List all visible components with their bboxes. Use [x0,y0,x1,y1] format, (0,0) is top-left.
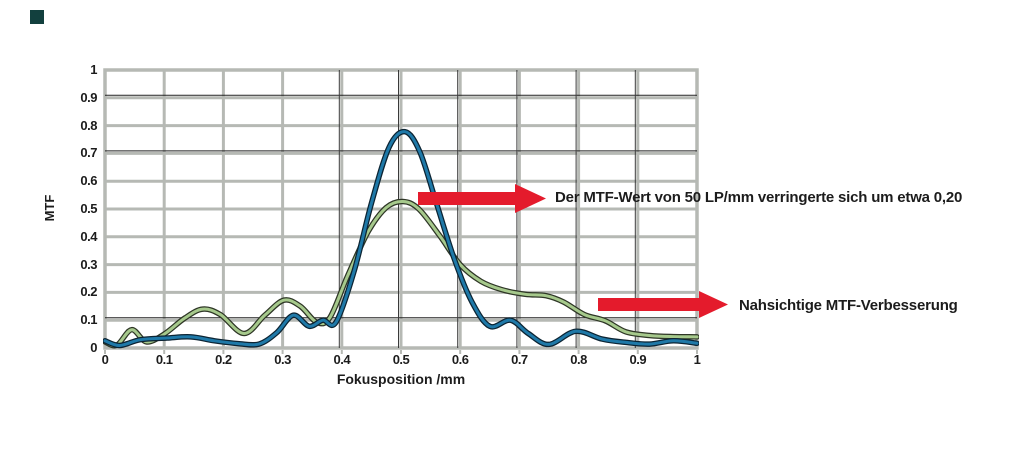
x-tick-label: 0.2 [215,352,232,367]
y-tick-label: 0.6 [80,173,97,189]
x-axis-title: Fokusposition /mm [336,371,466,387]
x-tick-label: 0 [101,352,109,367]
x-tick-label: 0.8 [570,352,587,367]
x-tick-label: 0.9 [629,352,647,367]
y-tick-label: 0.4 [80,228,97,244]
x-tick-label: 0.5 [392,352,410,367]
curve-0 [103,199,699,348]
y-tick-label: 0.2 [80,284,97,300]
y-tick-label: 1 [90,62,97,77]
x-tick-label: 0.3 [274,352,291,367]
x-tick-label: 1 [693,352,701,367]
annotation-mtf-decrease: Der MTF-Wert von 50 LP/mm verringerte si… [555,189,963,206]
annotation-near-vision: Nahsichtige MTF-Verbesserung [739,297,958,314]
x-tick-label: 0.4 [333,352,351,367]
data-curves [103,128,699,349]
annotation-arrow-icon-1 [418,184,546,213]
x-tick-label: 0.6 [451,352,469,367]
x-tick-label: 0.7 [511,352,528,367]
y-tick-label: 0.5 [80,201,97,216]
curve-1 [103,130,699,347]
annotation-arrow-icon-2 [598,291,728,318]
y-tick-label: 0.8 [80,117,97,133]
y-tick-label: 0.7 [80,145,97,161]
y-tick-label: 0.3 [80,256,97,272]
y-tick-label: 0 [90,340,97,355]
axis-ticks [104,350,698,354]
x-tick-label: 0.1 [155,352,173,367]
y-tick-label: 0.1 [80,312,97,328]
brand-logo-square [30,10,44,24]
legend: zoe® Reguläre monofokale IOL [0,408,1024,432]
y-tick-label: 0.9 [80,89,97,105]
